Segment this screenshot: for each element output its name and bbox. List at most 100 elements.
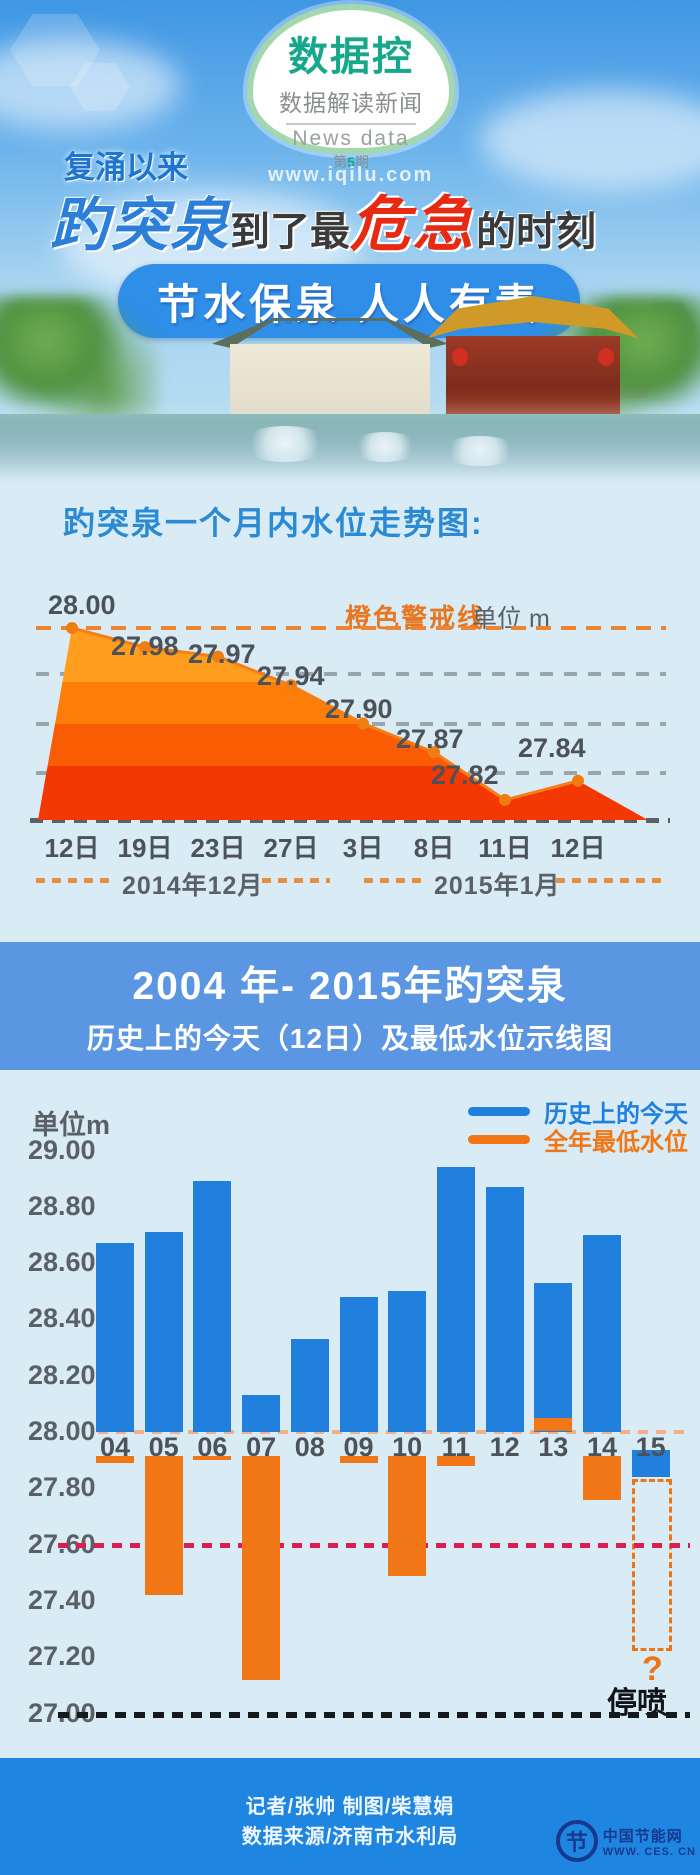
bar-today-11 — [436, 1167, 475, 1432]
site-watermark: www.iqilu.com — [268, 164, 434, 186]
chart2-y-tick: 28.60 — [28, 1247, 96, 1278]
chart2-year-label: 10 — [392, 1432, 423, 1462]
cloud-decoration — [480, 90, 700, 190]
hexagon-decoration — [70, 62, 130, 112]
bar-today-07 — [242, 1395, 281, 1432]
bar-today-12 — [485, 1187, 524, 1432]
main-title: 趵突泉到了最危急的时刻 — [50, 176, 690, 263]
title-mid: 到了最 — [230, 210, 351, 254]
chart1-title: 趵突泉一个月内水位走势图: — [63, 505, 484, 541]
chart2-year-label: 09 — [343, 1432, 374, 1462]
chart1-value-label: 27.82 — [431, 759, 499, 790]
chart1-value-label: 27.90 — [325, 693, 393, 724]
section2-banner: 2004 年- 2015年趵突泉 历史上的今天（12日）及最低水位示线图 — [0, 942, 700, 1070]
ces-site-url: WWW. CES. CN — [602, 1845, 696, 1858]
chart1-x-tick: 8日 — [413, 833, 455, 863]
chart1-gridline — [36, 771, 666, 775]
chart1-value-label: 27.87 — [396, 724, 464, 755]
section2-title-line1: 2004 年- 2015年趵突泉 — [132, 965, 568, 1008]
legend-label-today: 历史上的今天 — [544, 1101, 688, 1128]
lantern — [598, 348, 614, 366]
chart1-x-tick: 23日 — [190, 833, 246, 863]
logo-english: News data — [292, 127, 410, 150]
bar-today-08 — [290, 1339, 329, 1432]
bar-minimum-07 — [242, 1456, 281, 1680]
chart2-y-tick: 27.60 — [28, 1528, 96, 1559]
chart2-year-label: 14 — [586, 1432, 618, 1462]
chart1-x-tick: 19日 — [117, 833, 173, 863]
chart2-year-label: 08 — [294, 1432, 325, 1462]
title-danger: 危急 — [350, 191, 477, 258]
chart1-point — [572, 774, 584, 787]
chart1-value-label: 27.84 — [518, 732, 586, 763]
chart2-year-label: 07 — [246, 1432, 277, 1462]
chart2-y-tick: 27.00 — [28, 1697, 96, 1728]
bar-minimum-11 — [436, 1456, 475, 1466]
chart2-year-label: 15 — [635, 1432, 666, 1462]
chart1-point — [66, 622, 78, 634]
month-dash — [36, 878, 114, 883]
cloud-decoration — [0, 40, 180, 130]
chart1-x-tick: 11日 — [478, 833, 532, 863]
chart1-gridline — [36, 672, 666, 676]
chart1-point — [428, 746, 440, 759]
chart1-x-tick: 3日 — [342, 833, 384, 863]
chart1-point — [357, 717, 369, 730]
month-dash — [556, 878, 664, 883]
lantern — [452, 348, 468, 366]
ces-logo-icon: 节 — [555, 1820, 598, 1862]
chart1-point — [139, 641, 151, 654]
pretitle: 复涌以来 — [64, 150, 188, 185]
chart1-x-tick: 12日 — [44, 833, 100, 863]
bar-today-09 — [339, 1296, 378, 1432]
chart1-value-label: 27.94 — [257, 661, 325, 692]
legend-label-minimum: 全年最低水位 — [544, 1129, 688, 1156]
footer-credits: 记者/张帅 制图/柴慧娟 — [245, 1796, 455, 1818]
chart2-y-tick: 28.40 — [28, 1303, 96, 1334]
chart1-area — [38, 628, 648, 820]
chart1-value-label: 28.00 — [48, 590, 116, 620]
month-dash — [364, 878, 426, 883]
chart2-unit-label: 单位m — [32, 1110, 111, 1140]
bar-minimum-10 — [388, 1456, 427, 1576]
chart2-year-label: 11 — [441, 1432, 471, 1462]
logo-issue: 第5期 — [333, 154, 369, 170]
bar-today-14 — [583, 1234, 621, 1432]
chart2-y-tick: 27.40 — [28, 1584, 96, 1615]
brand-logo: 数据控 数据解读新闻 News data 第5期 — [247, 4, 455, 170]
hexagon-decoration — [10, 14, 100, 86]
photo-fade — [0, 400, 700, 506]
chart2-y-tick: 27.20 — [28, 1641, 96, 1672]
legend-swatch-blue — [468, 1107, 530, 1116]
logo-divider — [286, 123, 416, 125]
bar-minimum-14 — [583, 1456, 621, 1500]
chart1-line — [71, 626, 579, 802]
hero-section: 数据控 数据解读新闻 News data 第5期 www.iqilu.com 复… — [0, 0, 700, 506]
bar-today-05 — [144, 1232, 183, 1432]
bar-today-15 — [631, 1450, 670, 1478]
chart2-year-label: 12 — [489, 1432, 520, 1462]
bar-today-06 — [193, 1181, 232, 1432]
bar-today-13 — [534, 1282, 573, 1432]
chart1-value-label: 27.97 — [188, 638, 256, 669]
chart1-point — [285, 679, 297, 692]
chart2-reference-line-28 — [98, 1430, 690, 1434]
ces-text: 中国节能网 WWW. CES. CN — [603, 1825, 696, 1858]
stop-gushing-label: 停喷 — [607, 1687, 667, 1720]
chart1-warning-line-label: 橙色警戒线 — [345, 603, 486, 633]
chart1-unit-label: 单位 m — [472, 605, 550, 633]
footer: 记者/张帅 制图/柴慧娟 数据来源/济南市水利局 节 中国节能网 WWW. CE… — [0, 1758, 700, 1875]
logo-title: 数据控 — [288, 35, 414, 79]
chart2-y-tick: 28.80 — [28, 1190, 96, 1221]
section2-title-line2: 历史上的今天（12日）及最低水位示线图 — [86, 1023, 614, 1054]
question-mark-annotation: ? — [642, 1650, 663, 1688]
legend-item-minimum: 全年最低水位 — [468, 1122, 688, 1157]
chart1-baseline — [30, 818, 670, 823]
chart1-point — [212, 650, 224, 663]
logo-subtitle: 数据解读新闻 — [279, 90, 423, 116]
chart2-y-tick: 27.80 — [28, 1472, 96, 1503]
chart1-gridline — [36, 722, 666, 726]
month-dash — [262, 878, 330, 883]
chart2-year-label: 06 — [197, 1432, 228, 1462]
